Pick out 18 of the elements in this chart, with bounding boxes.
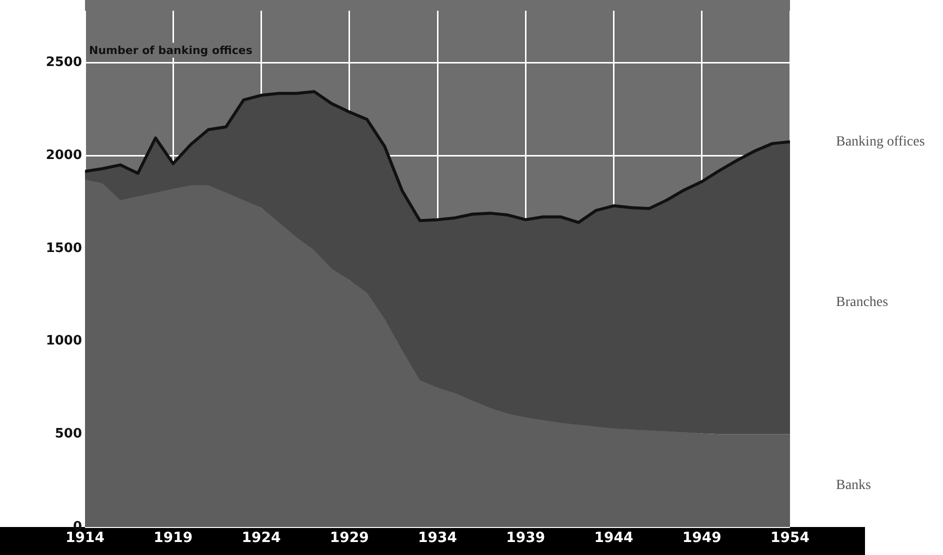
y-tick-label: 500 (54, 426, 82, 442)
y-tick-label: 2500 (46, 55, 82, 70)
x-tick-label: 1919 (154, 530, 193, 546)
x-tick-label: 1949 (682, 530, 722, 546)
y-tick-label: 2000 (46, 148, 82, 164)
x-tick-label: 1944 (594, 530, 634, 546)
y-tick-label: 1500 (46, 240, 82, 256)
x-tick-label: 1929 (330, 530, 369, 546)
y-tick-label: 1000 (46, 334, 82, 349)
x-tick-label: 1914 (66, 530, 105, 546)
x-tick-label: 1954 (770, 530, 810, 546)
x-tick-label: 1934 (418, 530, 458, 546)
x-tick-label: 1939 (506, 530, 546, 546)
text: Branches (836, 295, 888, 310)
text: Banks (836, 478, 871, 493)
y-axis-title: Number of banking offices (89, 44, 253, 58)
text: Banking offices (836, 134, 925, 150)
x-tick-label: 1924 (242, 530, 281, 546)
